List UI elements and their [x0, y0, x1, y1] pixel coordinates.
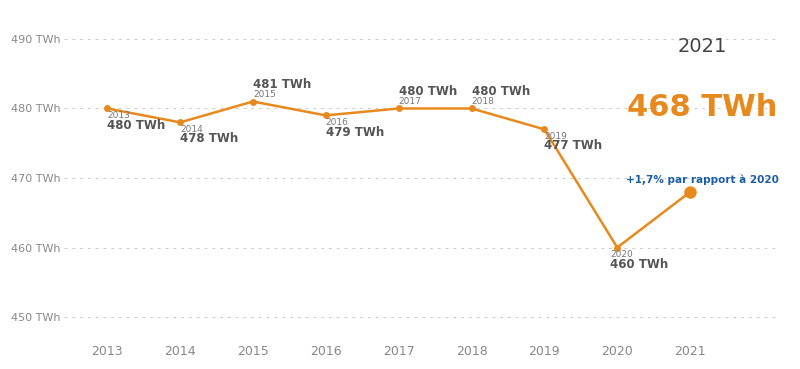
Text: 480 TWh: 480 TWh	[471, 85, 530, 99]
Text: 2015: 2015	[253, 90, 276, 99]
Text: 479 TWh: 479 TWh	[326, 125, 384, 138]
Text: 2021: 2021	[678, 37, 727, 56]
Text: 468 TWh: 468 TWh	[627, 93, 778, 122]
Text: 478 TWh: 478 TWh	[180, 132, 238, 145]
Text: 481 TWh: 481 TWh	[253, 79, 311, 92]
Text: 2020: 2020	[610, 250, 633, 259]
Text: 477 TWh: 477 TWh	[544, 139, 602, 152]
Text: 2017: 2017	[398, 97, 422, 106]
Text: 2013: 2013	[107, 111, 130, 120]
Text: 2019: 2019	[544, 132, 567, 141]
Text: 2014: 2014	[180, 125, 203, 134]
Text: 2018: 2018	[471, 97, 494, 106]
Text: 2016: 2016	[326, 118, 349, 127]
Text: +1,7% par rapport à 2020: +1,7% par rapport à 2020	[626, 175, 779, 185]
Text: 480 TWh: 480 TWh	[398, 85, 457, 99]
Text: 480 TWh: 480 TWh	[107, 118, 166, 132]
Text: 460 TWh: 460 TWh	[610, 258, 668, 270]
